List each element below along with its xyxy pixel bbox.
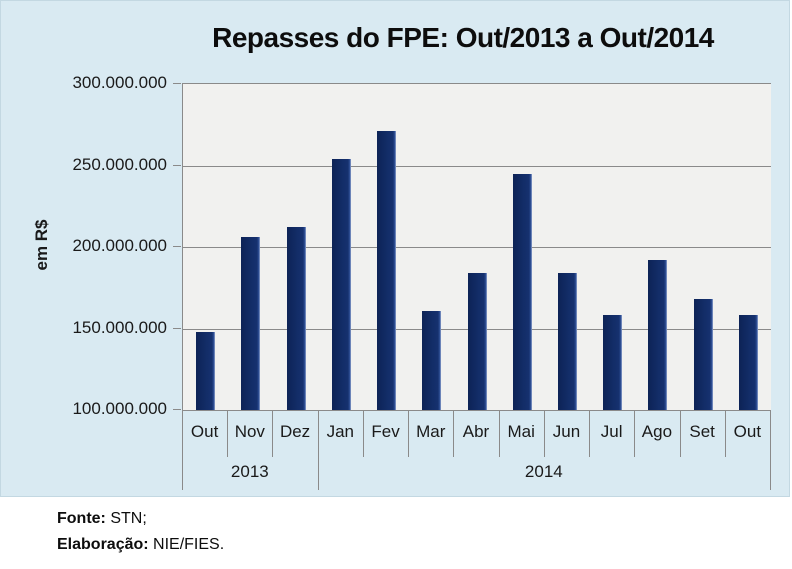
bar-fev-4: [377, 131, 396, 410]
elaboration-line: Elaboração: NIE/FIES.: [57, 532, 224, 558]
x-category-separator: [589, 410, 590, 457]
x-category-label: Mar: [416, 422, 446, 441]
y-tick-label: 100.000.000: [72, 399, 167, 418]
y-tick-label: 250.000.000: [72, 155, 167, 174]
x-category-label: Nov: [234, 422, 265, 441]
bar-mar-5: [422, 311, 441, 410]
x-year-separator: [182, 410, 183, 490]
y-gridline: [183, 247, 771, 248]
bar-jan-3: [332, 159, 351, 410]
plot-area: [182, 83, 771, 411]
x-category-label: Dez: [279, 422, 311, 441]
x-category-label: Abr: [462, 422, 490, 441]
x-category-separator: [363, 410, 364, 457]
elaboration-value: NIE/FIES.: [148, 536, 225, 553]
source-label: Fonte:: [57, 510, 106, 527]
bar-dez-2: [287, 227, 306, 410]
bar-mai-7: [513, 174, 532, 410]
y-gridline: [183, 166, 771, 167]
chart-panel: Repasses do FPE: Out/2013 a Out/2014 em …: [0, 0, 790, 497]
x-category-label: Out: [733, 422, 762, 441]
y-tick-mark: [173, 83, 181, 84]
y-tick-mark: [173, 246, 181, 247]
x-year-label: 2013: [230, 462, 269, 481]
x-category-separator: [453, 410, 454, 457]
x-category-separator: [272, 410, 273, 457]
source-line: Fonte: STN;: [57, 506, 224, 532]
y-tick-mark: [173, 165, 181, 166]
x-category-separator: [499, 410, 500, 457]
bar-out-0: [196, 332, 215, 410]
x-category-label: Jul: [600, 422, 623, 441]
chart-title: Repasses do FPE: Out/2013 a Out/2014: [212, 22, 714, 53]
x-year-label: 2014: [524, 462, 563, 481]
bar-ago-10: [648, 260, 667, 410]
x-category-label: Jan: [326, 422, 354, 441]
x-year-separator: [318, 410, 319, 490]
x-category-separator: [408, 410, 409, 457]
x-category-label: Out: [190, 422, 219, 441]
elaboration-label: Elaboração:: [57, 536, 149, 553]
x-category-label: Jun: [552, 422, 581, 441]
x-category-label: Ago: [641, 422, 673, 441]
x-category-separator: [544, 410, 545, 457]
x-category-label: Set: [689, 422, 715, 441]
y-tick-mark: [173, 328, 181, 329]
y-tick-label: 150.000.000: [72, 318, 167, 337]
bar-nov-1: [241, 237, 260, 410]
bar-abr-6: [468, 273, 487, 410]
bar-out-12: [739, 315, 758, 410]
x-category-label: Fev: [371, 422, 400, 441]
source-note: Fonte: STN; Elaboração: NIE/FIES.: [57, 506, 224, 558]
x-category-separator: [680, 410, 681, 457]
x-category-label: Mai: [507, 422, 535, 441]
bar-jun-8: [558, 273, 577, 410]
y-tick-label: 300.000.000: [72, 73, 167, 92]
bar-set-11: [694, 299, 713, 410]
y-tick-mark: [173, 409, 181, 410]
source-value: STN;: [105, 510, 147, 527]
y-tick-label: 200.000.000: [72, 236, 167, 255]
x-category-separator: [725, 410, 726, 457]
x-year-separator: [770, 410, 771, 490]
x-category-separator: [634, 410, 635, 457]
x-category-separator: [227, 410, 228, 457]
bar-jul-9: [603, 315, 622, 410]
